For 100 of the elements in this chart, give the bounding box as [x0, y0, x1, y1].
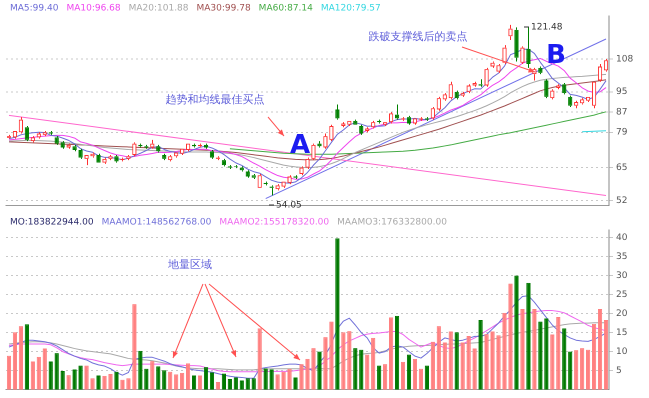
- bar: [168, 372, 172, 390]
- bar: [299, 364, 304, 390]
- bar: [448, 331, 453, 390]
- bar: [12, 332, 18, 390]
- bar: [84, 366, 89, 390]
- candlestick: [472, 81, 477, 88]
- bar: [222, 374, 226, 390]
- text: MA5:99.40: [10, 3, 59, 14]
- bar: [252, 378, 256, 390]
- candlestick: [568, 95, 572, 108]
- candlestick: [562, 82, 566, 95]
- text: MAAMO3:176332800.00: [337, 217, 448, 228]
- bar: [216, 382, 220, 390]
- bar: [412, 358, 418, 390]
- annotation: 121.48: [531, 22, 563, 32]
- annotation: 跌破支撑线后的卖点: [368, 30, 468, 43]
- candlestick: [54, 136, 59, 146]
- y-tick-label: 35: [616, 252, 628, 262]
- candlestick: [341, 122, 346, 128]
- bar: [418, 368, 424, 390]
- bar: [490, 331, 495, 390]
- bar: [538, 322, 542, 390]
- candlestick: [544, 78, 548, 99]
- candlestick: [258, 174, 262, 188]
- bar: [466, 336, 471, 390]
- bar: [460, 342, 465, 390]
- bar: [30, 361, 35, 390]
- bar: [270, 369, 274, 390]
- annotation: 54.05: [276, 200, 302, 210]
- bar: [359, 350, 364, 390]
- candlestick: [329, 124, 334, 142]
- y-tick-label: 15: [616, 328, 628, 338]
- bar: [288, 368, 292, 390]
- bar: [276, 374, 280, 390]
- bar: [180, 372, 184, 390]
- candlestick: [508, 24, 513, 41]
- candlestick: [60, 140, 65, 150]
- y-tick-label: 79: [616, 128, 628, 138]
- candlestick: [132, 142, 136, 157]
- text: MA10:96.68: [66, 3, 121, 14]
- bar: [329, 322, 334, 390]
- candlestick: [246, 170, 250, 178]
- candlestick: [442, 92, 447, 102]
- bar: [282, 372, 286, 390]
- bar: [568, 352, 572, 390]
- bar: [305, 358, 310, 390]
- bar: [78, 366, 83, 390]
- bar: [264, 368, 268, 390]
- bar: [186, 363, 190, 390]
- bar: [210, 372, 214, 390]
- candlestick: [556, 84, 560, 90]
- bar: [66, 375, 71, 390]
- bar: [424, 366, 429, 390]
- candlestick: [252, 174, 256, 180]
- candlestick: [365, 126, 370, 133]
- bar: [120, 380, 125, 390]
- bar: [144, 368, 148, 390]
- candlestick: [514, 26, 519, 62]
- annotation: 地量区域: [167, 258, 212, 271]
- candlestick: [436, 96, 441, 112]
- candlestick: [335, 104, 340, 120]
- candlestick: [430, 106, 435, 120]
- y-tick-label: 20: [616, 308, 628, 319]
- bar: [502, 312, 507, 390]
- candlestick: [598, 64, 602, 82]
- y-tick-label: 30: [616, 270, 628, 281]
- bar: [90, 378, 95, 390]
- annotation: B: [546, 40, 566, 70]
- bar: [388, 317, 394, 390]
- y-tick-label: 87: [616, 107, 628, 118]
- y-tick-label: 25: [616, 290, 628, 300]
- bar: [353, 348, 358, 390]
- bar: [400, 362, 406, 390]
- y-tick-label: 5: [616, 366, 622, 376]
- y-tick-label: 40: [616, 232, 628, 243]
- annotation: A: [290, 130, 310, 160]
- bar: [132, 304, 136, 390]
- candlestick: [454, 90, 459, 100]
- text: MA60:87.14: [258, 3, 314, 14]
- bar: [472, 348, 477, 390]
- bar: [246, 378, 250, 390]
- bar: [544, 318, 548, 390]
- bar: [156, 366, 160, 390]
- candlestick: [323, 133, 328, 150]
- bar: [234, 377, 238, 390]
- bar: [430, 342, 435, 390]
- bar: [377, 366, 382, 390]
- bar: [42, 348, 47, 390]
- bar: [580, 348, 584, 390]
- candlestick: [359, 124, 364, 136]
- candlestick: [550, 88, 554, 100]
- candlestick: [526, 26, 530, 68]
- candlestick: [78, 148, 83, 160]
- bar: [556, 317, 560, 390]
- text: MA30:99.78: [196, 3, 251, 14]
- bar: [323, 337, 328, 390]
- bar: [532, 309, 536, 390]
- candlestick: [156, 144, 160, 154]
- bar: [592, 324, 596, 390]
- bar: [365, 354, 370, 390]
